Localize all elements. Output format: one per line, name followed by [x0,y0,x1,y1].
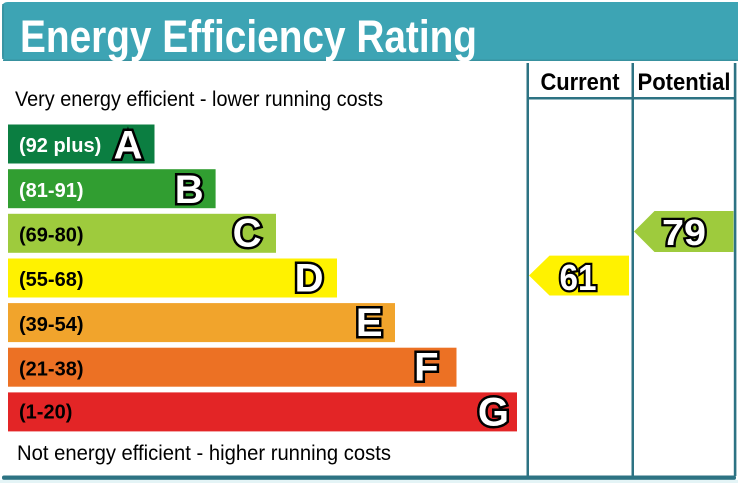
svg-text:(55-68): (55-68) [19,269,83,291]
svg-text:A: A [114,123,143,167]
svg-text:(92 plus): (92 plus) [19,135,101,157]
svg-text:Current: Current [541,69,620,96]
svg-text:D: D [295,256,324,300]
svg-text:F: F [414,346,438,390]
svg-text:C: C [233,212,262,256]
svg-text:79: 79 [662,212,706,253]
svg-text:Not energy efficient - higher: Not energy efficient - higher running co… [17,442,391,465]
svg-text:B: B [175,168,204,212]
svg-text:Energy Efficiency Rating: Energy Efficiency Rating [20,11,477,62]
svg-text:(21-38): (21-38) [19,358,83,380]
svg-text:G: G [478,390,509,434]
svg-text:(69-80): (69-80) [19,225,83,247]
svg-text:(39-54): (39-54) [19,314,83,336]
svg-text:E: E [356,301,383,345]
svg-text:(81-91): (81-91) [19,180,83,202]
svg-text:61: 61 [560,257,597,298]
svg-text:Potential: Potential [638,69,731,96]
svg-text:(1-20): (1-20) [19,402,72,424]
svg-text:Very energy efficient - lower: Very energy efficient - lower running co… [15,88,383,111]
